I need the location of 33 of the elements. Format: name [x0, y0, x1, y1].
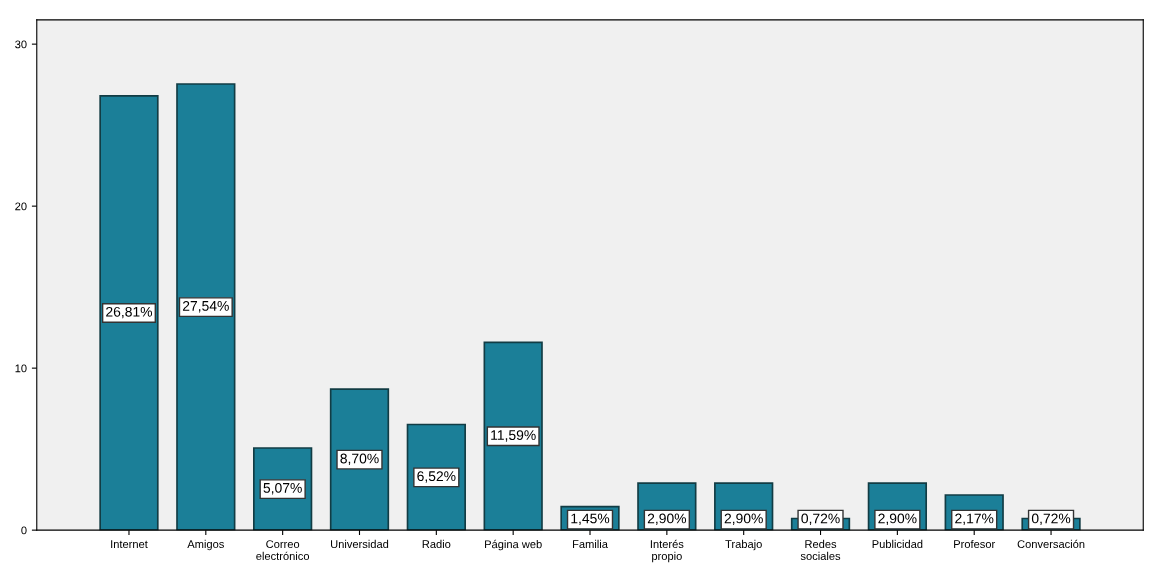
data-label: 2,90% [647, 513, 687, 525]
x-tick-label: Familia [573, 539, 608, 549]
data-label: 2,90% [724, 513, 763, 525]
data-label: 0,72% [801, 513, 840, 525]
data-label: 6,52% [417, 471, 456, 483]
x-tick-label: Interés propio [650, 539, 684, 563]
x-tick-label: Página web [485, 539, 542, 551]
y-tick-label: 10 [15, 364, 27, 373]
data-label: 1,45% [571, 513, 610, 525]
bar [176, 83, 236, 531]
data-label: 2,90% [878, 513, 917, 525]
data-label: 8,70% [340, 453, 379, 466]
x-tick-label: Profesor [954, 539, 996, 549]
x-tick-label: Amigos [187, 539, 224, 551]
data-label: 5,07% [263, 482, 302, 495]
x-tick-label: Redes sociales [800, 539, 841, 560]
data-label: 2,17% [955, 513, 994, 525]
x-tick-label: Publicidad [872, 539, 923, 549]
x-tick-label: Internet [111, 540, 148, 549]
data-label: 27,54% [182, 300, 229, 313]
x-tick-label: Radio [422, 539, 451, 549]
y-tick-label: 20 [15, 202, 27, 211]
bar [483, 341, 543, 531]
data-label: 11,59% [491, 430, 536, 442]
y-tick-label: 30 [15, 40, 27, 49]
y-tick-label: 0 [21, 526, 27, 535]
data-label: 0,72% [1031, 513, 1071, 525]
x-tick-label: Universidad [331, 539, 389, 549]
data-label: 26,81% [106, 306, 153, 319]
x-tick-label: Conversación [1017, 539, 1085, 549]
x-tick-label: Trabajo [725, 539, 762, 551]
bar [99, 94, 159, 531]
x-tick-label: Correo electrónico [256, 540, 310, 560]
